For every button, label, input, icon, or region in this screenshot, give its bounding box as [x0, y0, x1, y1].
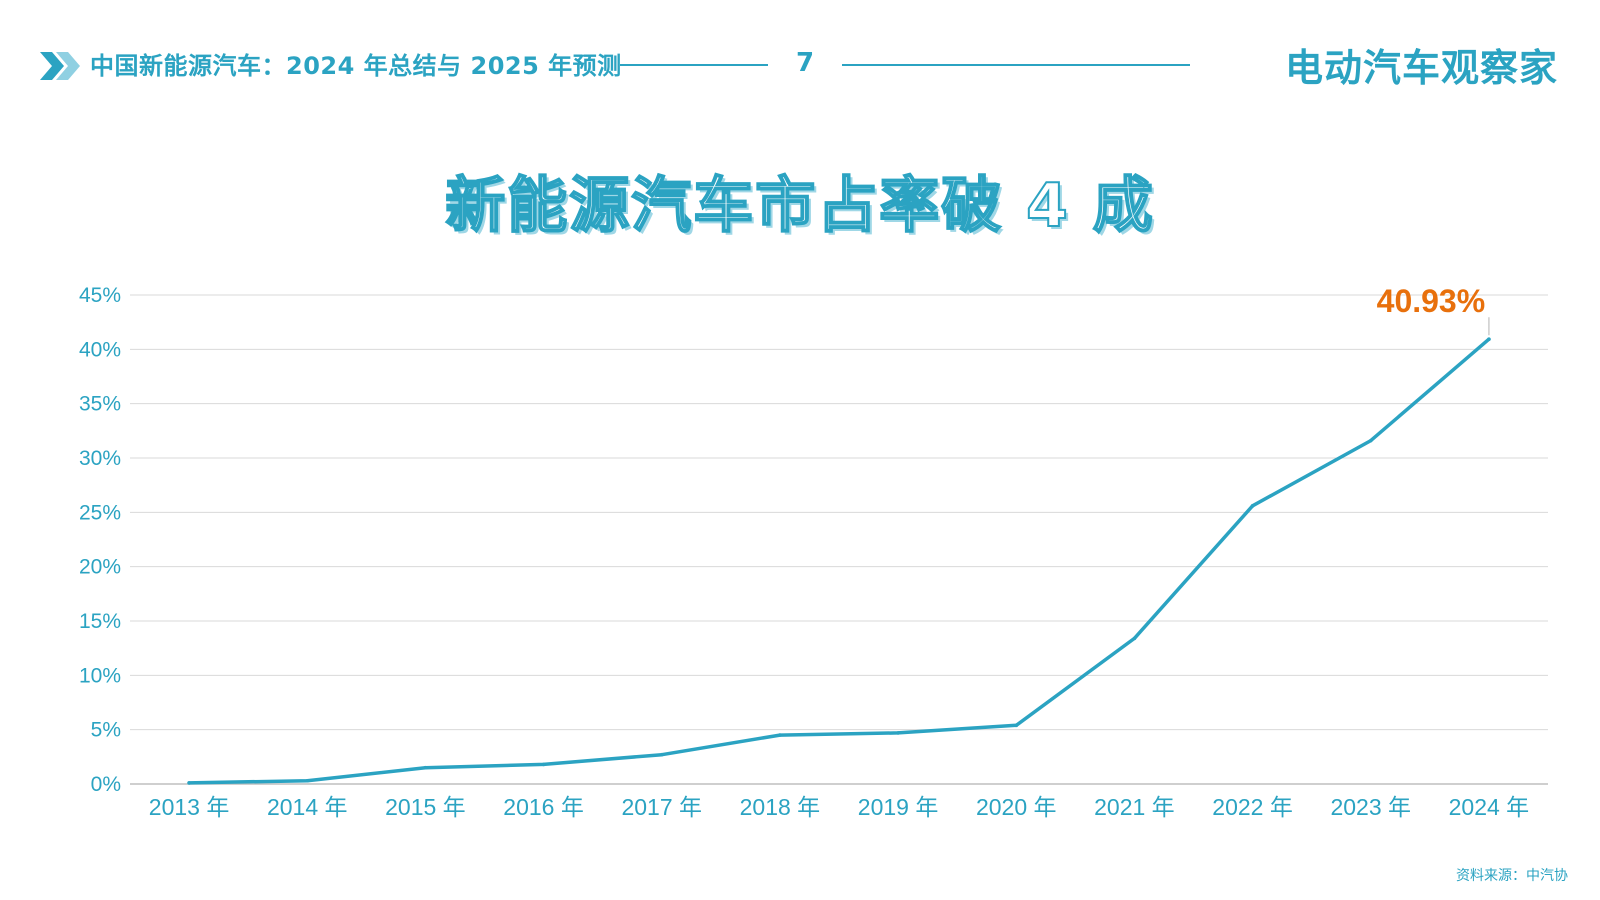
- x-tick-label: 2017 年: [621, 794, 702, 820]
- data-point: [187, 781, 191, 785]
- header-divider-right: [842, 64, 1190, 66]
- x-tick-label: 2015 年: [385, 794, 466, 820]
- brand-logo: 电动汽车观察家: [1284, 46, 1558, 90]
- data-point: [896, 731, 900, 735]
- x-tick-label: 2016 年: [503, 794, 584, 820]
- y-tick-label: 10%: [79, 664, 121, 687]
- x-tick-label: 2014 年: [267, 794, 348, 820]
- header-divider-left: [620, 64, 768, 66]
- y-tick-label: 45%: [79, 284, 121, 307]
- data-point: [423, 765, 428, 770]
- x-tick-label: 2019 年: [858, 794, 939, 820]
- x-tick-label: 2024 年: [1449, 794, 1530, 820]
- source-note: 资料来源：中汽协: [1456, 868, 1568, 884]
- x-tick-label: 2022 年: [1212, 794, 1293, 820]
- data-point: [1132, 636, 1137, 641]
- x-tick-label: 2018 年: [740, 794, 821, 820]
- y-tick-label: 40%: [79, 338, 121, 361]
- series-layer: [187, 337, 1491, 785]
- x-tick-label: 2023 年: [1330, 794, 1411, 820]
- x-axis-tick-labels: 2013 年 2014 年 2015 年 2016 年 2017 年 2018 年 2019…: [149, 794, 1529, 820]
- y-tick-label: 30%: [79, 447, 121, 470]
- gridlines: [130, 294, 1548, 785]
- report-title: 中国新能源汽车：2024 年总结与 2025 年预测: [90, 52, 622, 80]
- y-tick-label: 25%: [79, 501, 121, 524]
- y-tick-label: 0%: [91, 773, 121, 796]
- double-chevron-right-icon: [40, 52, 80, 80]
- y-axis-tick-labels: 0% 5% 10% 15% 20% 25% 30% 35% 40% 45%: [79, 284, 121, 796]
- data-point: [659, 752, 664, 757]
- data-point: [1250, 504, 1255, 508]
- page-number: 7: [795, 48, 815, 78]
- data-point: [1487, 337, 1491, 342]
- y-tick-label: 5%: [91, 719, 121, 742]
- x-tick-label: 2020 年: [976, 794, 1057, 820]
- y-tick-label: 20%: [79, 556, 121, 579]
- data-point: [305, 778, 310, 783]
- data-point: [1014, 723, 1019, 728]
- data-point: [541, 762, 546, 767]
- annotation-layer: 40.93%: [1377, 283, 1490, 336]
- y-tick-label: 35%: [79, 393, 121, 416]
- series-line: [187, 337, 1491, 785]
- x-tick-label: 2021 年: [1094, 794, 1175, 820]
- data-point: [778, 733, 782, 737]
- data-point: [1368, 438, 1373, 443]
- data-label-2024: 40.93%: [1377, 283, 1486, 319]
- y-tick-label: 15%: [79, 610, 121, 633]
- x-tick-label: 2013 年: [149, 794, 230, 820]
- chart-title: 新能源汽车市占率破 4 成: [444, 170, 1155, 242]
